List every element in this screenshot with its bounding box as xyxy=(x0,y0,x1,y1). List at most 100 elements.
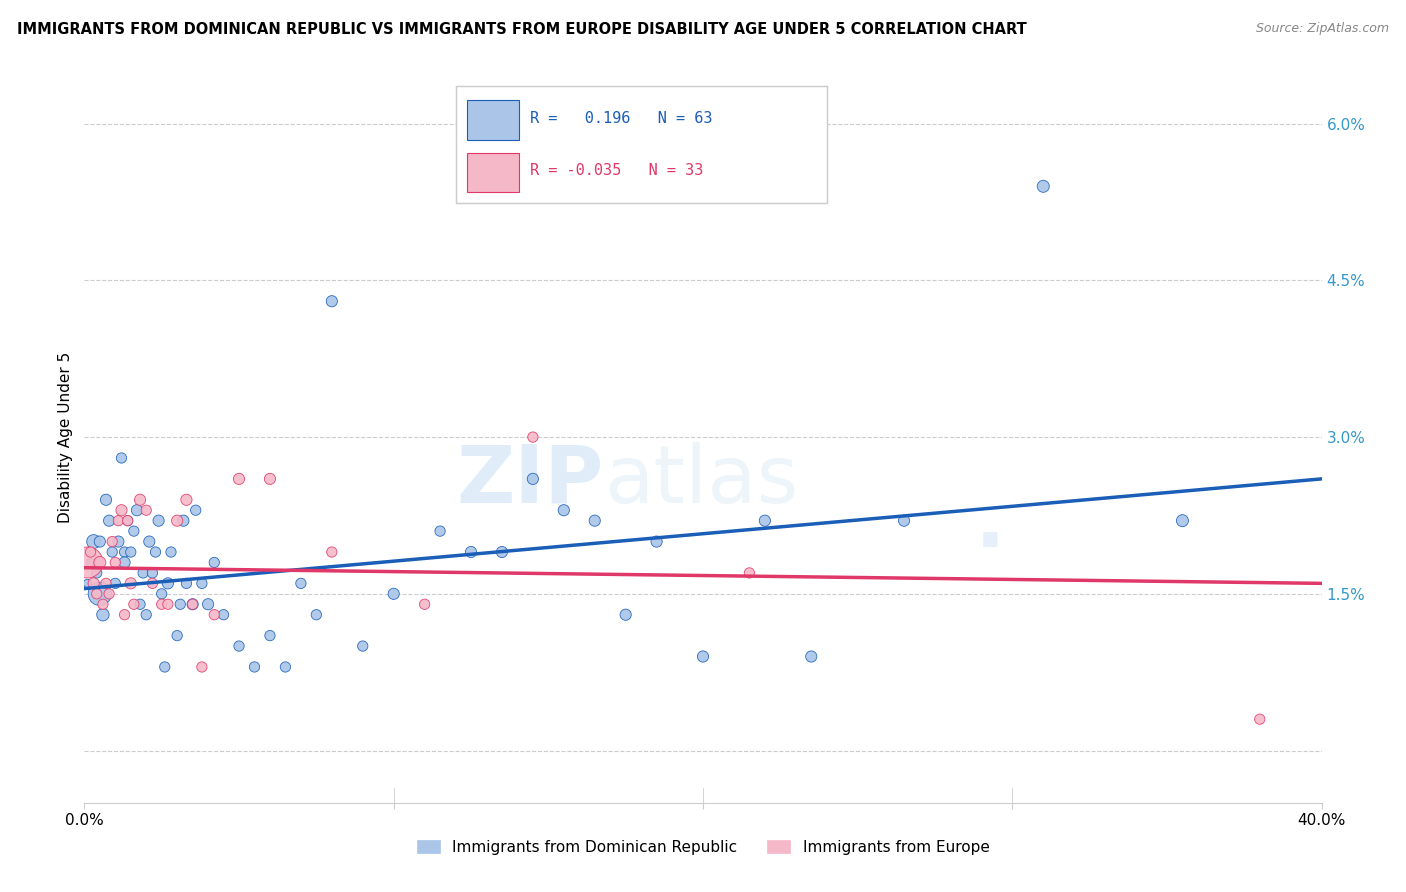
Point xyxy=(166,514,188,528)
Point xyxy=(129,492,152,507)
Point xyxy=(290,576,312,591)
Point xyxy=(120,545,142,559)
Point xyxy=(259,472,281,486)
Point xyxy=(522,430,544,444)
Point xyxy=(132,566,155,580)
Point xyxy=(107,534,129,549)
Point xyxy=(321,294,343,309)
Point xyxy=(122,597,145,611)
Point xyxy=(94,576,117,591)
Point xyxy=(150,597,173,611)
Point xyxy=(120,576,142,591)
Point xyxy=(172,514,194,528)
Point xyxy=(181,597,204,611)
Point xyxy=(184,503,207,517)
Point xyxy=(191,576,214,591)
Point xyxy=(583,514,606,528)
Point xyxy=(86,587,108,601)
Point xyxy=(522,472,544,486)
Text: .: . xyxy=(976,486,1005,564)
Point xyxy=(156,597,179,611)
Point xyxy=(91,597,114,611)
Point xyxy=(645,534,668,549)
Point xyxy=(259,629,281,643)
Point xyxy=(800,649,823,664)
Point xyxy=(89,534,111,549)
Point xyxy=(153,660,176,674)
Point xyxy=(79,545,101,559)
Point xyxy=(98,587,121,601)
Point xyxy=(429,524,451,538)
Point xyxy=(117,514,139,528)
Point xyxy=(79,556,101,570)
Point xyxy=(692,649,714,664)
Point xyxy=(614,607,637,622)
Point xyxy=(141,576,163,591)
Point xyxy=(135,503,157,517)
Point xyxy=(413,597,436,611)
Point xyxy=(91,607,114,622)
Point xyxy=(181,597,204,611)
Point xyxy=(138,534,160,549)
Point xyxy=(553,503,575,517)
Point xyxy=(94,492,117,507)
Point xyxy=(117,514,139,528)
Text: ZIP: ZIP xyxy=(457,442,605,520)
Point xyxy=(1032,179,1054,194)
Point xyxy=(107,514,129,528)
Legend: Immigrants from Dominican Republic, Immigrants from Europe: Immigrants from Dominican Republic, Immi… xyxy=(411,834,995,861)
Text: Source: ZipAtlas.com: Source: ZipAtlas.com xyxy=(1256,22,1389,36)
Point xyxy=(228,639,250,653)
Point xyxy=(352,639,374,653)
Point xyxy=(86,566,108,580)
Point xyxy=(202,556,225,570)
Point xyxy=(197,597,219,611)
Point xyxy=(114,607,136,622)
Point xyxy=(1249,712,1271,726)
Point xyxy=(145,545,167,559)
Point xyxy=(166,629,188,643)
Point xyxy=(148,514,170,528)
Point xyxy=(89,587,111,601)
Point xyxy=(202,607,225,622)
Point xyxy=(382,587,405,601)
Y-axis label: Disability Age Under 5: Disability Age Under 5 xyxy=(58,351,73,523)
Point xyxy=(305,607,328,622)
Point xyxy=(169,597,191,611)
Point xyxy=(191,660,214,674)
Point xyxy=(754,514,776,528)
Point xyxy=(274,660,297,674)
Point xyxy=(83,534,105,549)
Point xyxy=(114,545,136,559)
Point xyxy=(243,660,266,674)
Point xyxy=(1171,514,1194,528)
Point xyxy=(491,545,513,559)
Point xyxy=(228,472,250,486)
Point xyxy=(98,514,121,528)
Point xyxy=(893,514,915,528)
Point xyxy=(141,566,163,580)
Point xyxy=(114,556,136,570)
Point xyxy=(104,576,127,591)
Point xyxy=(160,545,183,559)
Point xyxy=(212,607,235,622)
Point xyxy=(110,450,132,465)
Point xyxy=(176,492,198,507)
Point xyxy=(76,556,98,570)
Point xyxy=(76,576,98,591)
Point xyxy=(129,597,152,611)
Point xyxy=(176,576,198,591)
Point xyxy=(89,556,111,570)
Point xyxy=(460,545,482,559)
Point xyxy=(101,534,124,549)
Point xyxy=(110,503,132,517)
Text: atlas: atlas xyxy=(605,442,799,520)
Point xyxy=(135,607,157,622)
Point xyxy=(150,587,173,601)
Point xyxy=(122,524,145,538)
Point xyxy=(83,576,105,591)
Point xyxy=(104,556,127,570)
Point xyxy=(321,545,343,559)
Point xyxy=(125,503,148,517)
Point xyxy=(101,545,124,559)
